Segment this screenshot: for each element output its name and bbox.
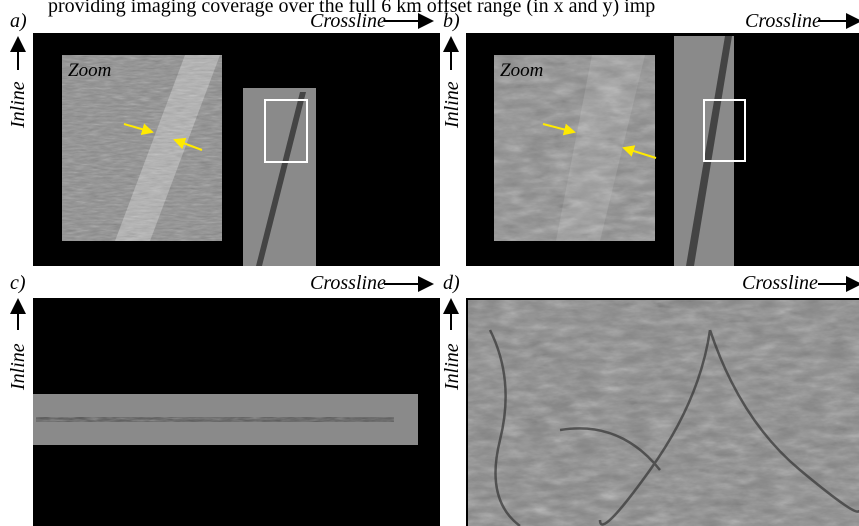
crossline-label: Crossline — [310, 272, 386, 294]
texture — [36, 417, 394, 422]
crossline-label: Crossline — [745, 10, 821, 32]
panel-label: c) — [10, 272, 26, 294]
panel-a: a) Crossline Inline Zoom — [7, 10, 440, 266]
panel-label: a) — [10, 10, 27, 32]
panel-label: b) — [443, 10, 460, 32]
panel-d: d) Crossline Inline — [441, 272, 859, 526]
panel-label: d) — [443, 272, 460, 294]
texture — [494, 55, 655, 241]
zoom-label: Zoom — [68, 60, 111, 81]
crossline-label: Crossline — [310, 10, 386, 32]
texture — [468, 300, 859, 526]
inline-label: Inline — [441, 343, 463, 391]
crossline-label: Crossline — [742, 272, 818, 294]
figure: providing imaging coverage over the full… — [0, 0, 859, 526]
inline-label: Inline — [441, 81, 463, 129]
zoom-label: Zoom — [500, 60, 543, 81]
inline-label: Inline — [7, 81, 29, 129]
panel-b: b) Crossline Inline Zoom — [441, 10, 859, 266]
panel-c: c) Crossline Inline — [7, 272, 440, 526]
inline-label: Inline — [7, 343, 29, 391]
